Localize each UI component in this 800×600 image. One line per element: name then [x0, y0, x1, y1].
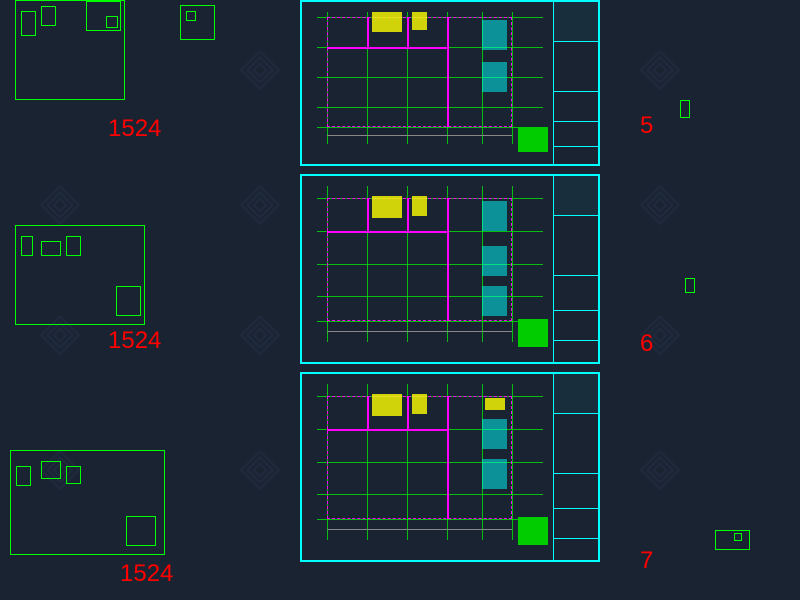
floorplan-5: [317, 12, 543, 144]
dimension-label-3: 1524: [120, 560, 173, 588]
keyplan-5: [518, 127, 548, 152]
sheet-number-5: 5: [640, 112, 653, 140]
titleblock-5: [553, 2, 598, 164]
floorplan-7: [317, 384, 543, 540]
small-plan-2[interactable]: [15, 225, 145, 325]
sheet-number-6: 6: [640, 330, 653, 358]
keyplan-6: [518, 319, 548, 347]
keyplan-7: [518, 517, 548, 545]
right-aux-6[interactable]: [685, 278, 695, 293]
drawing-sheet-5[interactable]: [300, 0, 600, 166]
right-aux-7[interactable]: [715, 530, 750, 550]
small-plan-1[interactable]: [15, 0, 125, 100]
drawing-sheet-6[interactable]: [300, 174, 600, 364]
sheet-number-7: 7: [640, 547, 653, 575]
small-plan-3[interactable]: [10, 450, 165, 555]
floorplan-6: [317, 186, 543, 342]
aux-shape-1[interactable]: [180, 5, 215, 40]
titleblock-7: [553, 374, 598, 560]
drawing-sheet-7[interactable]: [300, 372, 600, 562]
titleblock-6: [553, 176, 598, 362]
right-aux-5[interactable]: [680, 100, 690, 118]
dimension-label-1: 1524: [108, 115, 161, 143]
dimension-label-2: 1524: [108, 327, 161, 355]
